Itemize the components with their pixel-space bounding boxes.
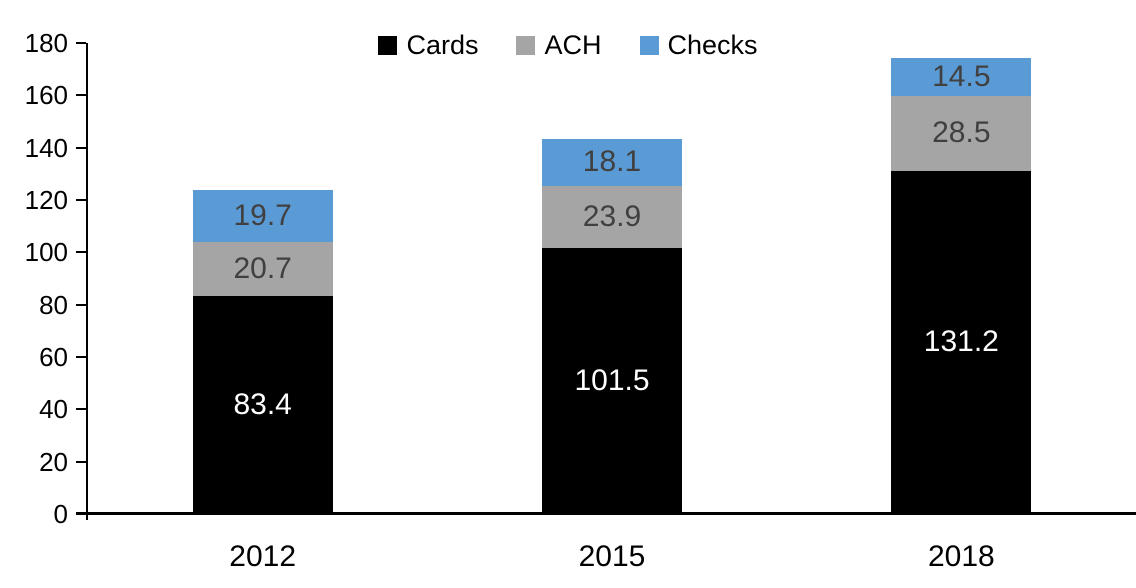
y-tick-label: 140 [24, 132, 68, 163]
y-tick-label: 160 [24, 80, 68, 111]
legend-swatch-icon [378, 36, 398, 55]
y-axis-tick [76, 408, 86, 411]
y-tick-label: 40 [39, 394, 68, 425]
legend-label: Cards [406, 30, 479, 60]
y-tick-label: 100 [24, 237, 68, 268]
y-tick-label: 180 [24, 28, 68, 58]
bar-value-label: 28.5 [932, 116, 991, 150]
bar-2015-segment-cards: 101.5 [542, 248, 682, 514]
bar-value-label: 20.7 [233, 251, 292, 285]
bar-value-label: 18.1 [582, 145, 642, 179]
bar-2012-segment-checks: 19.7 [192, 190, 333, 242]
legend-item-checks: Checks [639, 30, 758, 60]
legend-swatch-icon [639, 36, 659, 55]
legend-swatch-icon [516, 36, 536, 55]
bar-2018-segment-ach: 28.5 [891, 96, 1032, 171]
y-tick-label: 120 [24, 185, 68, 215]
x-category-label: 2015 [578, 540, 646, 573]
bar-value-label: 19.7 [233, 198, 292, 232]
legend-item-ach: ACH [516, 30, 602, 60]
chart-legend: Cards ACH Checks [0, 32, 1136, 59]
y-axis-tick [76, 356, 86, 358]
bar-2012-segment-cards: 83.4 [192, 295, 333, 514]
bar-value-label: 101.5 [574, 364, 650, 398]
y-axis-tick [76, 42, 86, 44]
x-category-label: 2012 [229, 540, 297, 573]
y-axis-tick [76, 460, 86, 463]
x-category-label: 2018 [927, 540, 995, 573]
bar-value-label: 14.5 [932, 60, 991, 94]
bar-2018-segment-checks: 14.5 [891, 58, 1032, 97]
bar-value-label: 83.4 [233, 387, 292, 421]
bar-value-label: 23.9 [582, 200, 642, 234]
legend-label: Checks [667, 30, 758, 60]
bar-2018-segment-cards: 131.2 [891, 170, 1032, 514]
y-axis-tick [76, 199, 86, 201]
y-tick-label: 60 [39, 342, 68, 372]
y-axis-tick [76, 513, 86, 515]
legend-item-cards: Cards [378, 32, 478, 59]
y-axis-tick [76, 94, 86, 97]
y-axis-tick [76, 303, 86, 306]
bar-2015-segment-checks: 18.1 [542, 138, 682, 186]
bar-2015-segment-ach: 23.9 [542, 185, 682, 249]
y-axis-tick [76, 251, 86, 254]
y-axis [86, 43, 88, 520]
y-axis-tick [76, 146, 86, 149]
y-tick-label: 0 [53, 499, 68, 529]
y-tick-label: 80 [39, 289, 68, 320]
y-tick-label: 20 [39, 446, 68, 477]
legend-label: ACH [544, 30, 602, 60]
bar-value-label: 131.2 [923, 325, 999, 359]
bar-2012-segment-ach: 20.7 [192, 241, 333, 296]
